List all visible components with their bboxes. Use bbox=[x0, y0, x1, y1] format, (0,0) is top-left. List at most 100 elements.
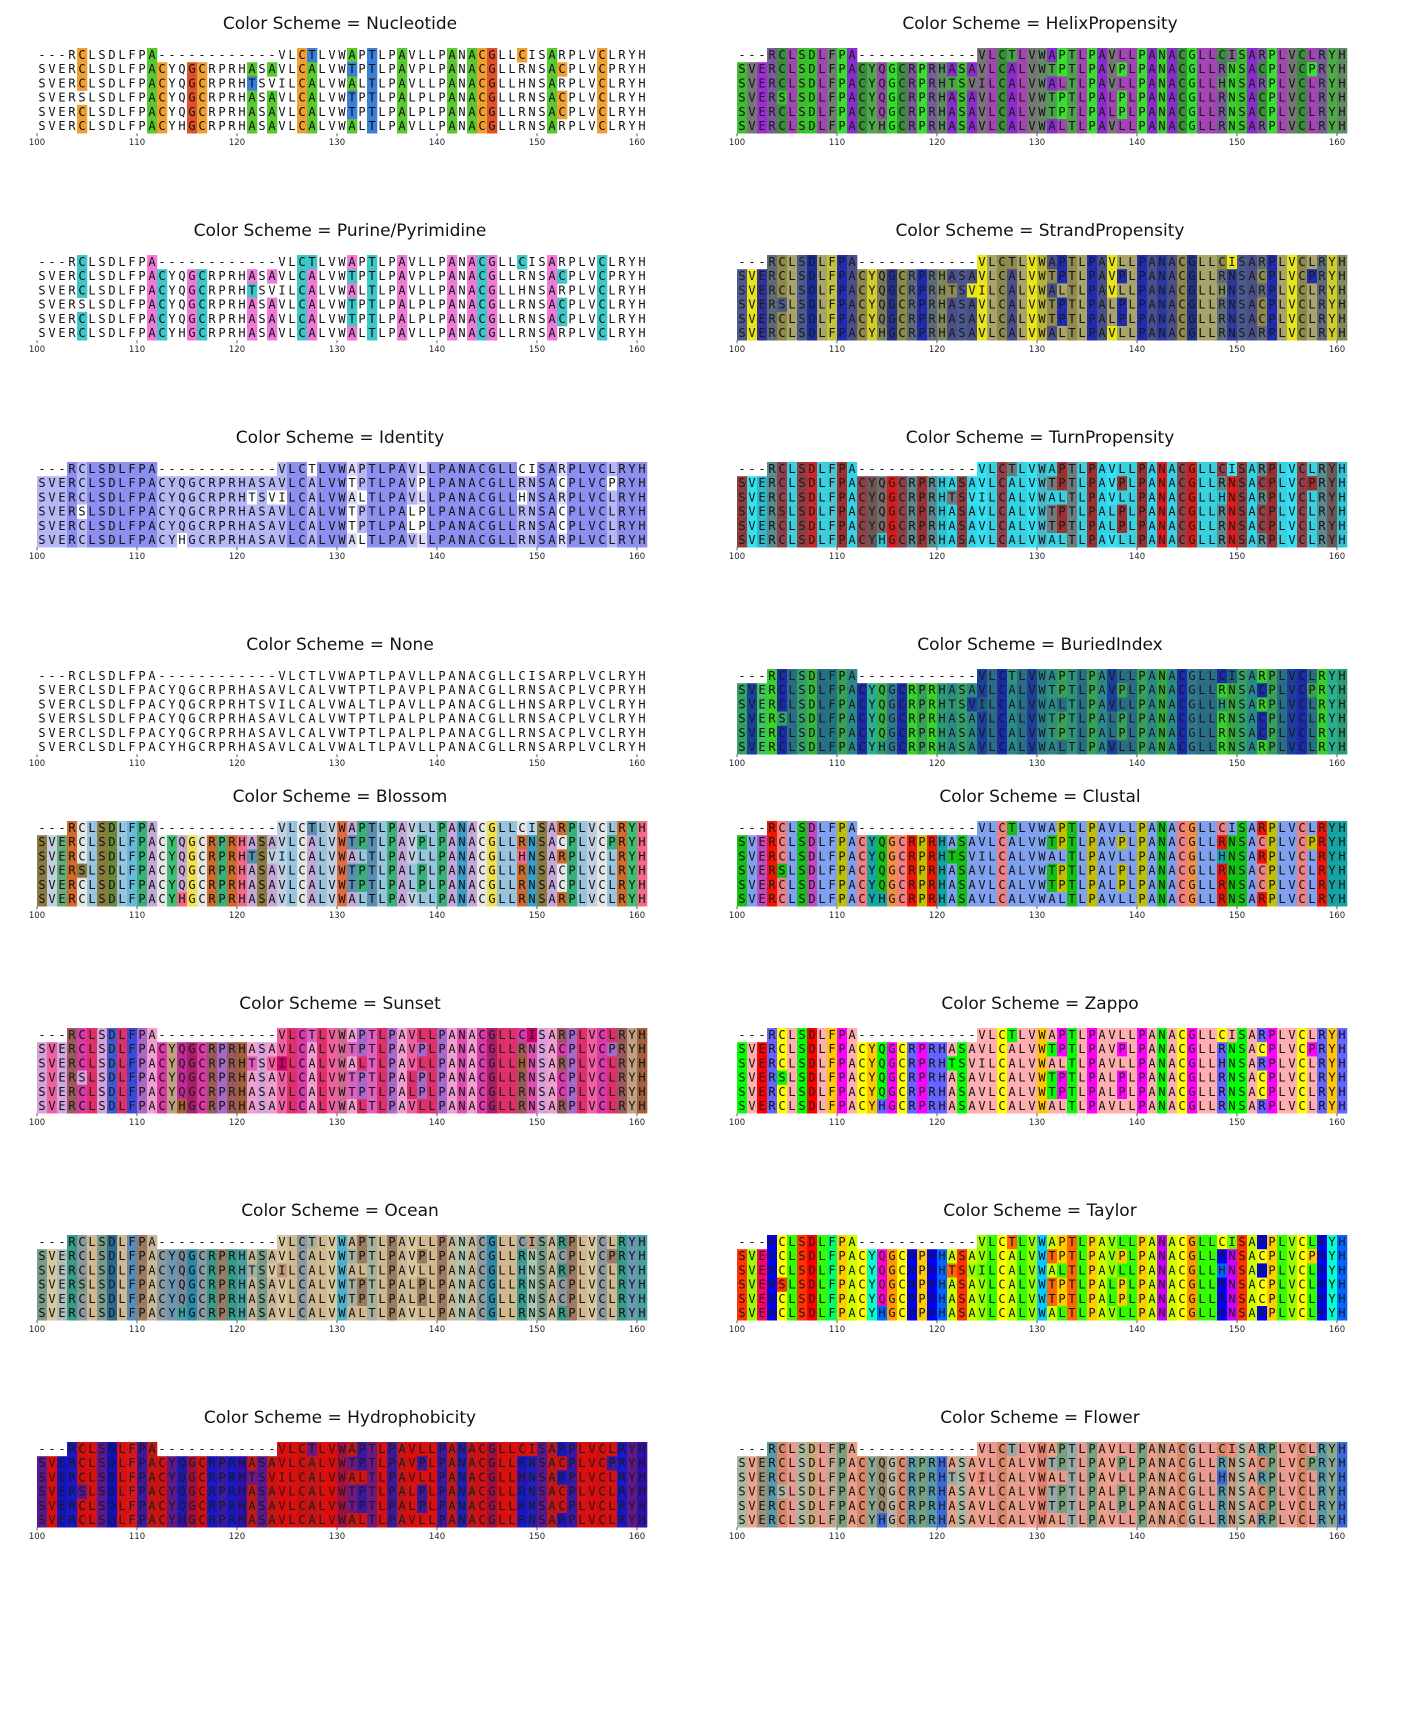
residue-letter: G bbox=[888, 490, 895, 504]
residue-letter: R bbox=[908, 683, 916, 697]
residue-cell bbox=[1307, 504, 1318, 520]
residue-cell bbox=[337, 476, 348, 491]
residue-cell bbox=[1247, 725, 1258, 741]
residue-cell bbox=[197, 283, 208, 298]
residue-letter: S bbox=[98, 505, 105, 519]
residue-cell bbox=[927, 683, 938, 698]
residue-letter: P bbox=[358, 683, 365, 697]
residue-letter: P bbox=[138, 490, 145, 504]
residue-cell bbox=[397, 104, 408, 120]
residue-cell bbox=[1237, 62, 1248, 77]
residue-letter: Y bbox=[1328, 298, 1336, 312]
residue-letter: V bbox=[748, 712, 755, 726]
residue-letter: C bbox=[478, 519, 485, 533]
residue-cell bbox=[1297, 48, 1308, 63]
residue-letter: S bbox=[1238, 505, 1245, 519]
residue-letter: A bbox=[548, 283, 556, 297]
residue-letter: R bbox=[1258, 669, 1266, 683]
residue-letter: L bbox=[408, 312, 415, 326]
residue-cell bbox=[1237, 490, 1248, 505]
residue-letter: L bbox=[578, 312, 585, 326]
residue-cell bbox=[1187, 48, 1198, 63]
residue-letter: H bbox=[238, 490, 245, 504]
residue-letter: P bbox=[1308, 683, 1315, 697]
residue-letter: S bbox=[958, 269, 965, 283]
residue-letter: A bbox=[308, 726, 316, 740]
residue-letter: P bbox=[918, 119, 925, 133]
residue-cell bbox=[477, 269, 488, 284]
residue-letter: C bbox=[998, 490, 1005, 504]
residue-letter: T bbox=[1008, 48, 1015, 62]
residue-cell bbox=[467, 533, 478, 548]
residue-cell bbox=[777, 476, 788, 491]
residue-letter: P bbox=[838, 326, 845, 340]
residue-letter: L bbox=[1018, 298, 1025, 312]
residue-letter: L bbox=[1078, 48, 1085, 62]
residue-cell bbox=[1247, 48, 1258, 63]
residue-letter: L bbox=[418, 490, 425, 504]
residue-letter: P bbox=[838, 519, 845, 533]
residue-cell bbox=[947, 311, 958, 327]
residue-letter: S bbox=[538, 476, 545, 490]
residue-cell bbox=[77, 490, 88, 505]
residue-cell bbox=[1067, 283, 1078, 298]
residue-letter: A bbox=[1048, 48, 1056, 62]
residue-cell bbox=[767, 311, 778, 327]
residue-cell bbox=[1127, 518, 1138, 534]
residue-letter: N bbox=[458, 298, 465, 312]
residue-cell bbox=[1277, 490, 1288, 505]
residue-letter: S bbox=[98, 683, 105, 697]
residue-letter: C bbox=[778, 255, 785, 269]
residue-letter: S bbox=[538, 462, 545, 476]
residue-letter: A bbox=[268, 326, 276, 340]
residue-letter: L bbox=[1118, 48, 1125, 62]
residue-cell bbox=[177, 533, 188, 548]
residue-letter: V bbox=[978, 119, 985, 133]
residue-cell bbox=[857, 76, 868, 91]
residue-cell bbox=[1177, 255, 1188, 270]
residue-cell bbox=[1007, 725, 1018, 741]
residue-letter: G bbox=[1188, 119, 1195, 133]
residue-letter: A bbox=[448, 62, 456, 76]
msa-panel-turn: Color Scheme = TurnPropensity - - - R C L S D L F P… bbox=[700, 428, 1380, 628]
residue-letter: V bbox=[748, 505, 755, 519]
residue-letter: V bbox=[278, 476, 285, 490]
residue-cell bbox=[1057, 283, 1068, 298]
residue-letter: C bbox=[998, 740, 1005, 754]
residue-letter: C bbox=[598, 683, 605, 697]
residue-letter: G bbox=[488, 298, 495, 312]
residue-letter: L bbox=[818, 519, 825, 533]
residue-cell bbox=[1287, 76, 1298, 91]
residue-cell bbox=[767, 669, 778, 684]
residue-cell bbox=[837, 533, 848, 548]
residue-letter: S bbox=[798, 255, 805, 269]
residue-cell bbox=[157, 533, 168, 548]
residue-letter: S bbox=[958, 712, 965, 726]
residue-cell bbox=[87, 490, 98, 505]
residue-cell bbox=[607, 476, 618, 491]
residue-cell bbox=[817, 326, 828, 341]
residue-letter: G bbox=[1188, 533, 1195, 547]
residue-letter: S bbox=[538, 505, 545, 519]
residue-cell bbox=[547, 533, 558, 548]
residue-letter: L bbox=[1078, 683, 1085, 697]
residue-letter: A bbox=[398, 505, 406, 519]
residue-cell bbox=[1147, 711, 1158, 727]
residue-letter: C bbox=[778, 669, 785, 683]
residue-letter: N bbox=[1228, 62, 1235, 76]
residue-letter: G bbox=[1188, 105, 1195, 119]
residue-cell bbox=[847, 725, 858, 741]
residue-letter: R bbox=[1218, 505, 1226, 519]
residue-letter: P bbox=[438, 48, 445, 62]
residue-letter: P bbox=[1088, 683, 1095, 697]
residue-cell bbox=[1017, 90, 1028, 106]
residue-letter: V bbox=[748, 76, 755, 90]
residue-letter: L bbox=[1058, 533, 1065, 547]
residue-letter: D bbox=[108, 48, 115, 62]
residue-letter: - bbox=[58, 462, 65, 476]
residue-cell bbox=[837, 283, 848, 298]
residue-letter: L bbox=[288, 298, 295, 312]
residue-letter: C bbox=[598, 533, 605, 547]
residue-letter: R bbox=[518, 91, 526, 105]
